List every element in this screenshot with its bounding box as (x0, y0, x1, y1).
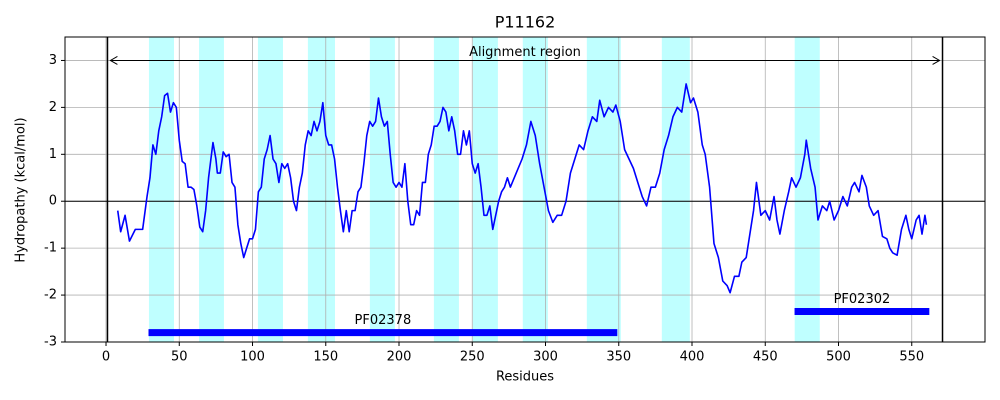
y-tick-label: -2 (44, 288, 57, 303)
x-tick-label: 100 (240, 350, 265, 365)
x-tick-label: 500 (826, 350, 851, 365)
y-tick-label: -3 (44, 335, 57, 350)
shaded-region (307, 37, 335, 342)
x-tick-label: 250 (460, 350, 485, 365)
shaded-region (586, 37, 621, 342)
chart-title: P11162 (495, 13, 556, 32)
y-tick-label: 2 (49, 100, 57, 115)
plot-frame (64, 36, 986, 343)
shaded-region (257, 37, 283, 342)
shaded-region (148, 37, 174, 342)
y-tick-label: 3 (49, 53, 57, 68)
domain-bar (148, 329, 618, 337)
x-tick-label: 400 (680, 350, 705, 365)
x-tick-label: 50 (171, 350, 188, 365)
x-tick-label: 550 (899, 350, 924, 365)
shaded-region (369, 37, 395, 342)
x-tick-label: 450 (753, 350, 778, 365)
x-axis-label: Residues (496, 370, 554, 385)
y-tick-label: 1 (49, 147, 57, 162)
x-tick-label: 150 (313, 350, 338, 365)
domain-label: PF02302 (834, 292, 891, 307)
x-tick-label: 200 (387, 350, 412, 365)
shaded-region (472, 37, 498, 342)
domain-bar (794, 308, 930, 315)
arrow-head (109, 56, 118, 65)
x-tick-label: 350 (606, 350, 631, 365)
x-tick-label: 300 (533, 350, 558, 365)
shaded-region (661, 37, 690, 342)
annotation-label: Alignment region (469, 45, 581, 60)
domain-label: PF02378 (355, 313, 412, 328)
hydropathy-line (116, 83, 928, 294)
y-tick-label: -1 (44, 241, 57, 256)
x-tick-label: 0 (102, 350, 110, 365)
y-tick-label: 0 (49, 194, 57, 209)
arrow-head (932, 56, 941, 65)
y-axis-label: Hydropathy (kcal/mol) (14, 117, 29, 262)
shaded-region (199, 37, 224, 342)
shaded-region (433, 37, 459, 342)
